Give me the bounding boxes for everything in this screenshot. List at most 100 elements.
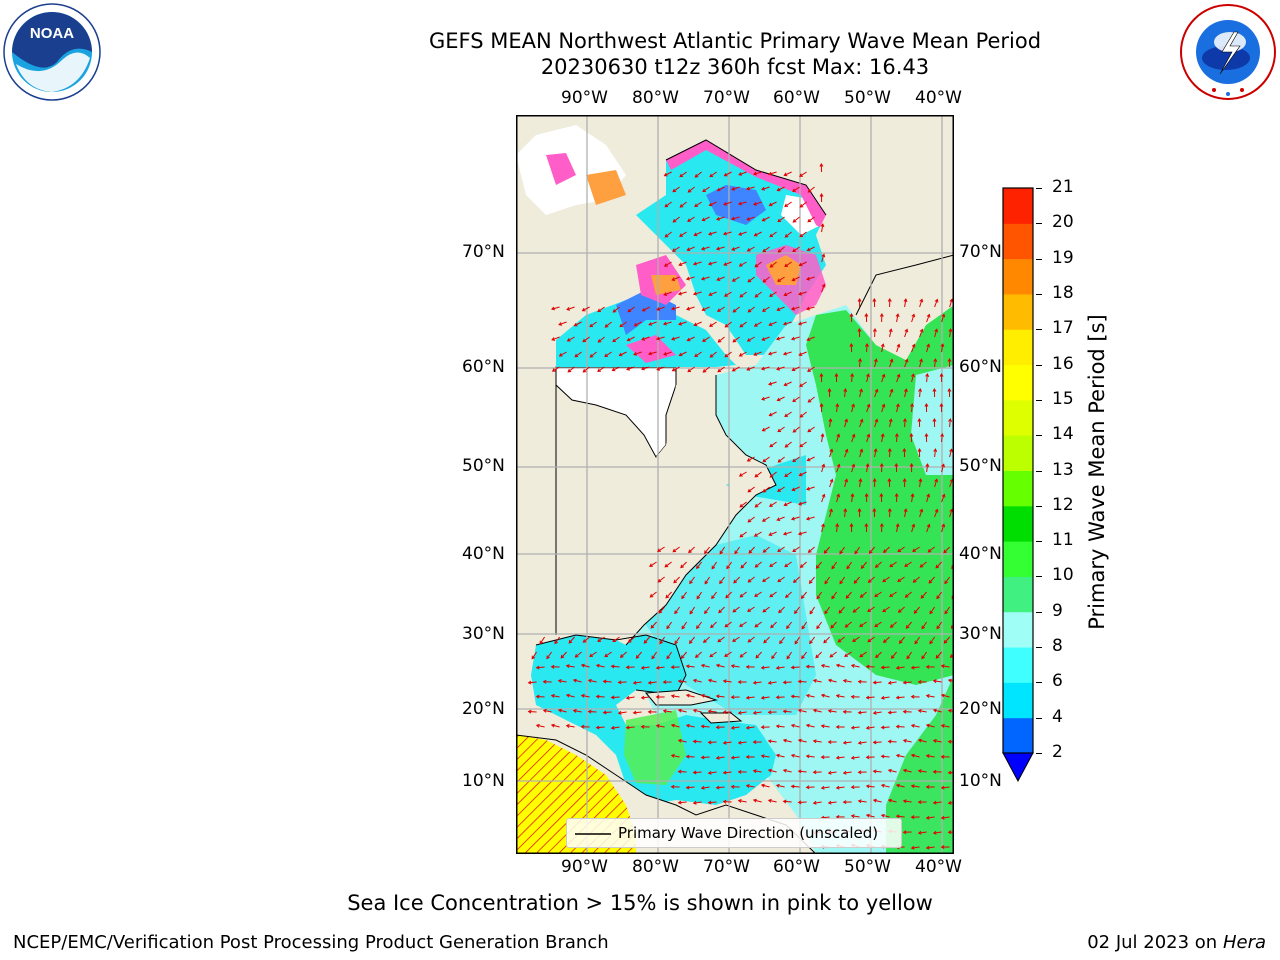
wave-arrow-head bbox=[754, 263, 759, 268]
wave-arrow-head bbox=[761, 308, 766, 312]
wave-arrow-head bbox=[689, 580, 693, 585]
wave-arrow-head bbox=[777, 548, 782, 553]
wave-arrow-head bbox=[700, 693, 705, 698]
wave-arrow bbox=[619, 351, 627, 356]
wave-arrow-head bbox=[888, 418, 893, 423]
wave-arrow-head bbox=[726, 565, 730, 570]
wave-arrow-head bbox=[797, 531, 802, 536]
wave-arrow-head bbox=[827, 740, 832, 745]
wave-arrow bbox=[716, 786, 725, 789]
wave-arrow bbox=[762, 606, 770, 613]
wave-arrow-head bbox=[857, 710, 862, 715]
wave-arrow bbox=[739, 501, 747, 508]
wave-arrow-head bbox=[753, 352, 758, 356]
wave-arrow bbox=[903, 769, 912, 773]
wave-arrow bbox=[911, 494, 914, 503]
wave-arrow-head bbox=[792, 458, 797, 463]
wave-arrow bbox=[674, 606, 681, 614]
noaa-logo: NOAA bbox=[2, 2, 102, 102]
colorbar-extend-triangle bbox=[1002, 752, 1034, 783]
wave-arrow bbox=[786, 621, 792, 629]
wave-arrow bbox=[836, 695, 845, 698]
wave-arrow bbox=[821, 434, 824, 443]
wave-arrow-head bbox=[897, 609, 902, 613]
wave-arrow bbox=[783, 769, 792, 773]
wave-arrow bbox=[873, 741, 882, 743]
wave-arrow-head bbox=[895, 724, 900, 729]
colorbar-border bbox=[1002, 187, 1034, 754]
wave-arrow-head bbox=[662, 321, 667, 326]
wave-arrow bbox=[806, 486, 815, 490]
wave-arrow bbox=[844, 388, 846, 398]
wave-arrow bbox=[763, 636, 770, 644]
wave-arrow-head bbox=[864, 313, 869, 317]
wave-arrow bbox=[854, 546, 861, 554]
wave-arrow-head bbox=[627, 308, 632, 313]
wave-arrow-head bbox=[932, 708, 937, 713]
wave-arrow-head bbox=[694, 174, 699, 178]
wave-arrow-head bbox=[535, 694, 540, 699]
wave-arrow bbox=[801, 621, 808, 629]
colorbar-tick-label: 16 bbox=[1052, 353, 1074, 374]
wave-arrow bbox=[919, 509, 923, 518]
wave-arrow bbox=[851, 494, 854, 503]
wave-arrow-head bbox=[914, 640, 919, 645]
wave-arrow-head bbox=[587, 709, 592, 714]
wave-arrow-head bbox=[693, 232, 698, 237]
wave-arrow-head bbox=[809, 640, 813, 645]
wave-arrow-head bbox=[782, 768, 787, 773]
wave-arrow-head bbox=[874, 418, 879, 423]
wave-arrow bbox=[604, 321, 612, 328]
wave-arrow bbox=[769, 291, 777, 297]
wave-arrow bbox=[934, 299, 938, 308]
wave-arrow bbox=[711, 561, 718, 569]
colorbar-band bbox=[1003, 576, 1033, 613]
wave-arrow-head bbox=[612, 638, 617, 643]
wave-arrow bbox=[888, 740, 897, 743]
wave-arrow bbox=[747, 516, 755, 523]
wave-arrow-head bbox=[685, 664, 690, 669]
wave-arrow-head bbox=[921, 655, 926, 660]
wave-arrow-head bbox=[769, 443, 774, 448]
wave-arrow-head bbox=[902, 768, 907, 773]
wave-arrow-head bbox=[879, 463, 884, 467]
wave-arrow bbox=[831, 591, 838, 599]
wave-arrow bbox=[693, 801, 702, 804]
wave-arrow bbox=[859, 479, 862, 488]
wave-arrow-head bbox=[776, 366, 781, 371]
wave-arrow bbox=[809, 606, 816, 614]
lat-label-left: 20°N bbox=[462, 699, 505, 719]
wave-direction-arrows bbox=[527, 163, 954, 850]
wave-arrow-head bbox=[776, 397, 781, 402]
wave-arrow bbox=[785, 591, 792, 598]
wave-arrow-head bbox=[843, 388, 848, 392]
wave-arrow-head bbox=[761, 518, 766, 522]
colorbar-tick-mark bbox=[1036, 223, 1042, 225]
wave-arrow bbox=[843, 771, 852, 774]
wave-arrow-head bbox=[917, 738, 922, 743]
wave-arrow bbox=[656, 725, 665, 728]
wave-arrow bbox=[829, 449, 833, 458]
wave-arrow bbox=[844, 419, 848, 428]
wave-arrow-head bbox=[897, 548, 902, 553]
wave-arrow bbox=[686, 786, 695, 789]
wave-arrow bbox=[656, 666, 665, 669]
colorbar-tick-mark bbox=[1036, 399, 1042, 401]
wave-arrow bbox=[816, 561, 822, 569]
wave-arrow bbox=[539, 636, 546, 644]
wave-arrow-head bbox=[807, 368, 811, 372]
wave-arrow-head bbox=[565, 724, 570, 728]
wave-arrow-head bbox=[919, 328, 924, 333]
wave-arrow-head bbox=[799, 443, 804, 448]
wave-arrow-head bbox=[692, 261, 697, 266]
wave-arrow bbox=[929, 636, 936, 644]
wave-arrow-head bbox=[926, 313, 931, 318]
map-legend: Primary Wave Direction (unscaled) bbox=[566, 818, 902, 848]
wave-arrow bbox=[816, 621, 823, 629]
wave-arrow bbox=[792, 456, 800, 462]
wave-arrow-head bbox=[680, 564, 684, 569]
wave-arrow bbox=[770, 621, 777, 628]
wave-arrow bbox=[663, 291, 672, 296]
wave-arrow-head bbox=[722, 770, 727, 775]
colorbar-tick-label: 15 bbox=[1052, 388, 1074, 409]
